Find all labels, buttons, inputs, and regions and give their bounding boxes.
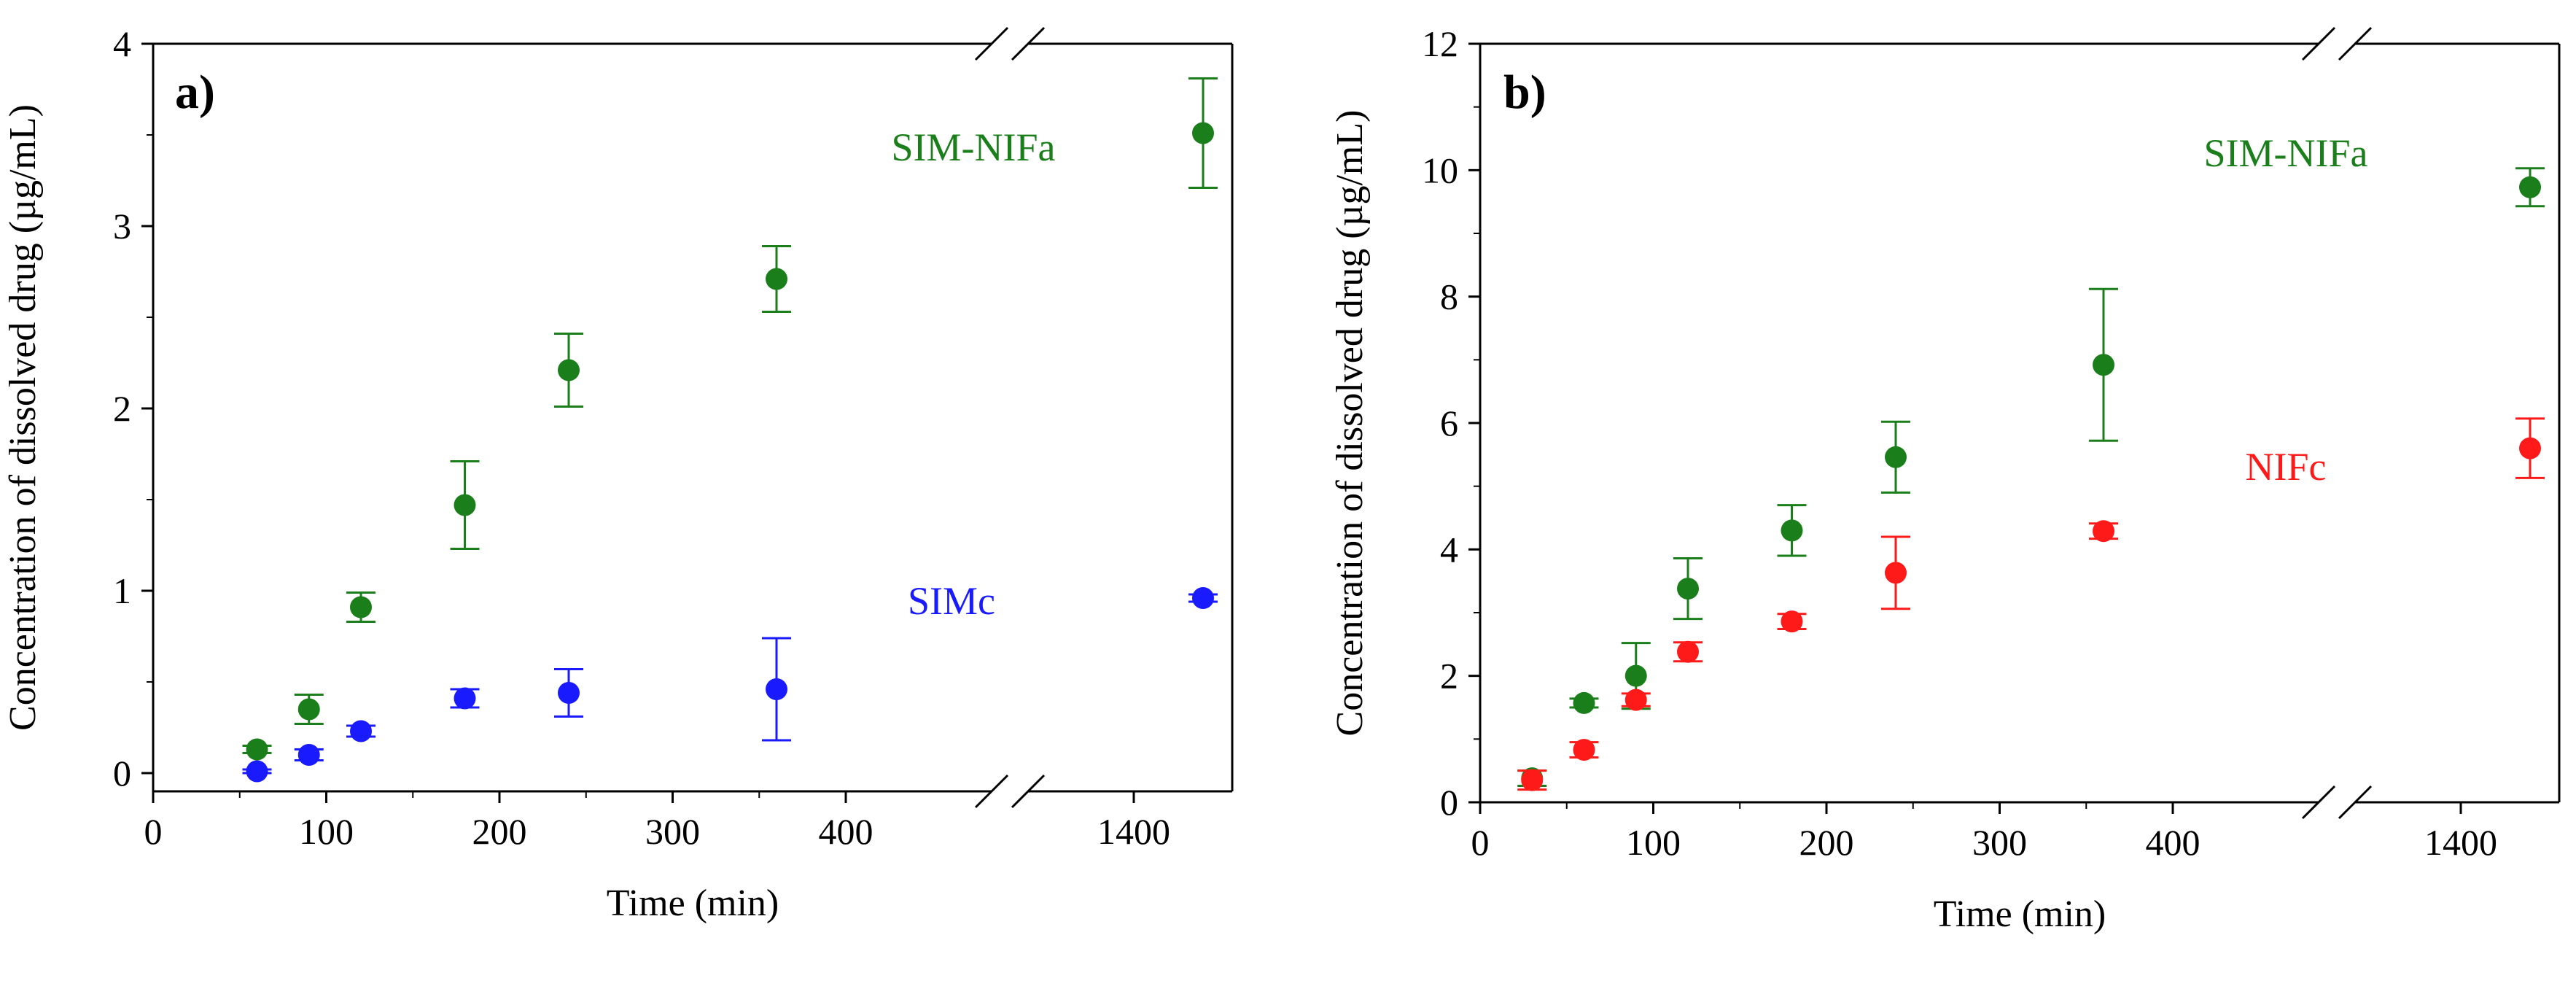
data-point xyxy=(1677,578,1699,600)
data-point xyxy=(1521,769,1544,791)
data-point xyxy=(766,268,787,290)
data-point xyxy=(454,687,476,710)
x-tick-label: 400 xyxy=(2146,822,2201,863)
x-tick-label: 1400 xyxy=(2424,822,2497,863)
series-label: SIM-NIFa xyxy=(2204,131,2368,175)
series-sim-nifa xyxy=(1517,167,2545,790)
series-label: SIM-NIFa xyxy=(892,125,1056,169)
data-point xyxy=(2519,176,2541,198)
y-axis-title: Concentration of dissolved drug (µg/mL) xyxy=(2,104,44,731)
y-tick-label: 0 xyxy=(113,753,131,794)
panel-label: a) xyxy=(175,66,215,119)
data-point xyxy=(350,596,372,618)
y-tick-label: 2 xyxy=(113,388,131,429)
data-point xyxy=(1573,691,1595,714)
data-point xyxy=(1573,739,1595,761)
series-simc xyxy=(242,587,1218,783)
y-tick-label: 12 xyxy=(1422,23,1458,64)
y-tick-label: 4 xyxy=(1440,529,1458,570)
x-axis-title: Time (min) xyxy=(1934,893,2106,935)
axis-break-mark-bottom xyxy=(974,774,1009,809)
data-point xyxy=(246,760,268,783)
series-nifc xyxy=(1517,417,2545,791)
y-tick-label: 10 xyxy=(1422,150,1458,190)
x-tick-label: 100 xyxy=(1626,822,1681,863)
x-tick-label: 300 xyxy=(1972,822,2027,863)
data-point xyxy=(2093,354,2114,376)
data-point xyxy=(297,744,320,766)
chart-panel-a: 0 100 200 300 400 1400 0 1 2 3 4 Time (min) Concentr… xyxy=(2,23,1234,924)
plot-frame xyxy=(1479,42,2561,804)
axis-break-mark-top xyxy=(2338,26,2373,61)
x-tick-label: 200 xyxy=(1799,822,1854,863)
y-tick-label: 1 xyxy=(113,570,131,611)
y-tick-label: 3 xyxy=(113,206,131,247)
data-point xyxy=(1192,122,1214,144)
plot-frame xyxy=(152,42,1234,793)
data-point xyxy=(454,494,476,516)
axis-break-mark-bottom xyxy=(2301,785,2336,820)
axis-break-mark-top xyxy=(2301,26,2336,61)
y-tick-label: 0 xyxy=(1440,782,1458,823)
data-point xyxy=(1781,519,1803,542)
x-tick-label: 1400 xyxy=(1097,811,1170,852)
series-sim-nifa xyxy=(242,77,1218,761)
data-point xyxy=(1885,562,1907,584)
y-tick-label: 4 xyxy=(113,23,131,64)
axis-break-mark-top xyxy=(1011,26,1046,61)
data-point xyxy=(2093,520,2114,543)
data-point xyxy=(1192,587,1214,609)
data-point xyxy=(1677,640,1699,663)
data-point xyxy=(2519,437,2541,459)
data-point xyxy=(558,359,580,381)
series-label: SIMc xyxy=(908,579,995,623)
data-point xyxy=(1885,446,1907,468)
y-tick-label: 6 xyxy=(1440,403,1458,443)
data-point xyxy=(350,720,372,742)
x-tick-label: 300 xyxy=(645,811,700,852)
series-label: NIFc xyxy=(2246,445,2327,489)
data-point xyxy=(297,698,320,721)
x-tick-label: 0 xyxy=(1471,822,1490,863)
data-point xyxy=(558,682,580,704)
x-tick-label: 0 xyxy=(144,811,163,852)
x-axis-title: Time (min) xyxy=(607,882,779,924)
data-point xyxy=(1624,664,1647,687)
x-tick-label: 400 xyxy=(819,811,873,852)
y-axis-title: Concentration of dissolved drug (µg/mL) xyxy=(1329,110,1371,737)
x-tick-label: 200 xyxy=(472,811,527,852)
y-tick-label: 2 xyxy=(1440,656,1458,697)
x-tick-label: 100 xyxy=(299,811,354,852)
axis-break-mark-top xyxy=(974,26,1009,61)
data-point xyxy=(246,738,268,761)
data-point xyxy=(766,678,787,700)
panel-label: b) xyxy=(1503,66,1546,119)
data-point xyxy=(1781,610,1803,633)
chart-panel-b: 0 100 200 300 400 1400 0 2 4 6 8 10 12 Time (min) Conc… xyxy=(1329,23,2561,935)
y-tick-label: 8 xyxy=(1440,276,1458,317)
data-point xyxy=(1624,688,1647,711)
axis-break-mark-bottom xyxy=(1011,774,1046,809)
axis-break-mark-bottom xyxy=(2338,785,2373,820)
